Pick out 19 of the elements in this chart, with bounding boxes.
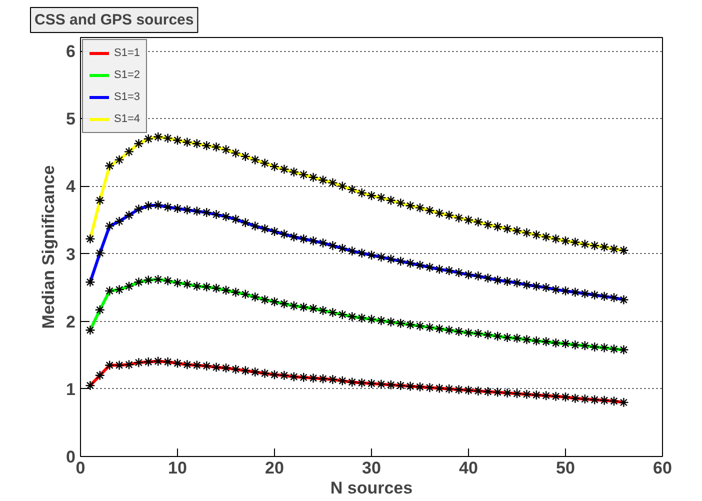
x-tick-label: 40 [459, 458, 478, 478]
y-tick-label: 1 [66, 380, 76, 399]
y-tick-label: 4 [66, 177, 76, 196]
x-tick-label: 30 [362, 458, 381, 478]
chart-title: CSS and GPS sources [34, 12, 194, 28]
x-tick-label: 10 [168, 458, 187, 478]
x-tick-label: 60 [653, 458, 672, 478]
x-axis-title: N sources [330, 478, 413, 498]
y-axis-title: Median Significance [39, 165, 58, 329]
y-tick-label: 3 [66, 244, 76, 264]
x-tick-label: 20 [265, 458, 284, 478]
x-tick-label: 50 [556, 458, 575, 478]
legend-label: S1=3 [114, 90, 140, 104]
legend-label: S1=2 [114, 68, 140, 82]
legend-label: S1=4 [114, 112, 140, 126]
y-tick-label: 5 [66, 110, 76, 129]
legend-label: S1=1 [114, 46, 140, 60]
y-tick-label: 6 [66, 42, 76, 62]
y-tick-label: 2 [66, 312, 76, 332]
